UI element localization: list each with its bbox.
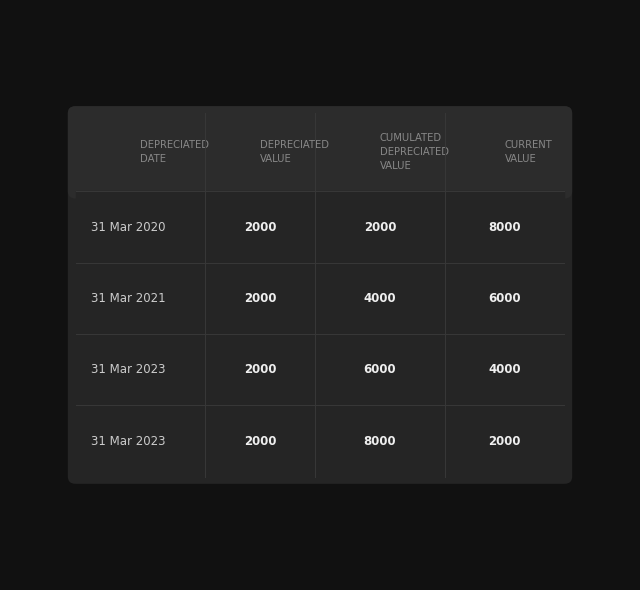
Text: 31 Mar 2021: 31 Mar 2021 [91,292,166,305]
Text: 8000: 8000 [364,435,396,448]
Text: CUMULATED
DEPRECIATED
VALUE: CUMULATED DEPRECIATED VALUE [380,133,449,171]
Text: 6000: 6000 [364,363,396,376]
Text: DEPRECIATED
DATE: DEPRECIATED DATE [140,140,209,165]
Text: 2000: 2000 [244,435,276,448]
Text: DEPRECIATED
VALUE: DEPRECIATED VALUE [260,140,329,165]
Text: 31 Mar 2023: 31 Mar 2023 [91,435,166,448]
Bar [76,152,564,191]
Text: 31 Mar 2023: 31 Mar 2023 [91,363,166,376]
Text: CURRENT
VALUE: CURRENT VALUE [504,140,552,165]
Text: 2000: 2000 [244,221,276,234]
FancyBboxPatch shape [68,106,572,484]
Text: 8000: 8000 [488,221,521,234]
Text: 31 Mar 2020: 31 Mar 2020 [91,221,166,234]
Text: 2000: 2000 [244,363,276,376]
Text: 2000: 2000 [244,292,276,305]
Bar [76,191,564,199]
Text: 6000: 6000 [488,292,521,305]
Text: 2000: 2000 [488,435,521,448]
Text: 4000: 4000 [364,292,396,305]
FancyBboxPatch shape [68,106,572,198]
Text: 2000: 2000 [364,221,396,234]
Text: 4000: 4000 [488,363,521,376]
